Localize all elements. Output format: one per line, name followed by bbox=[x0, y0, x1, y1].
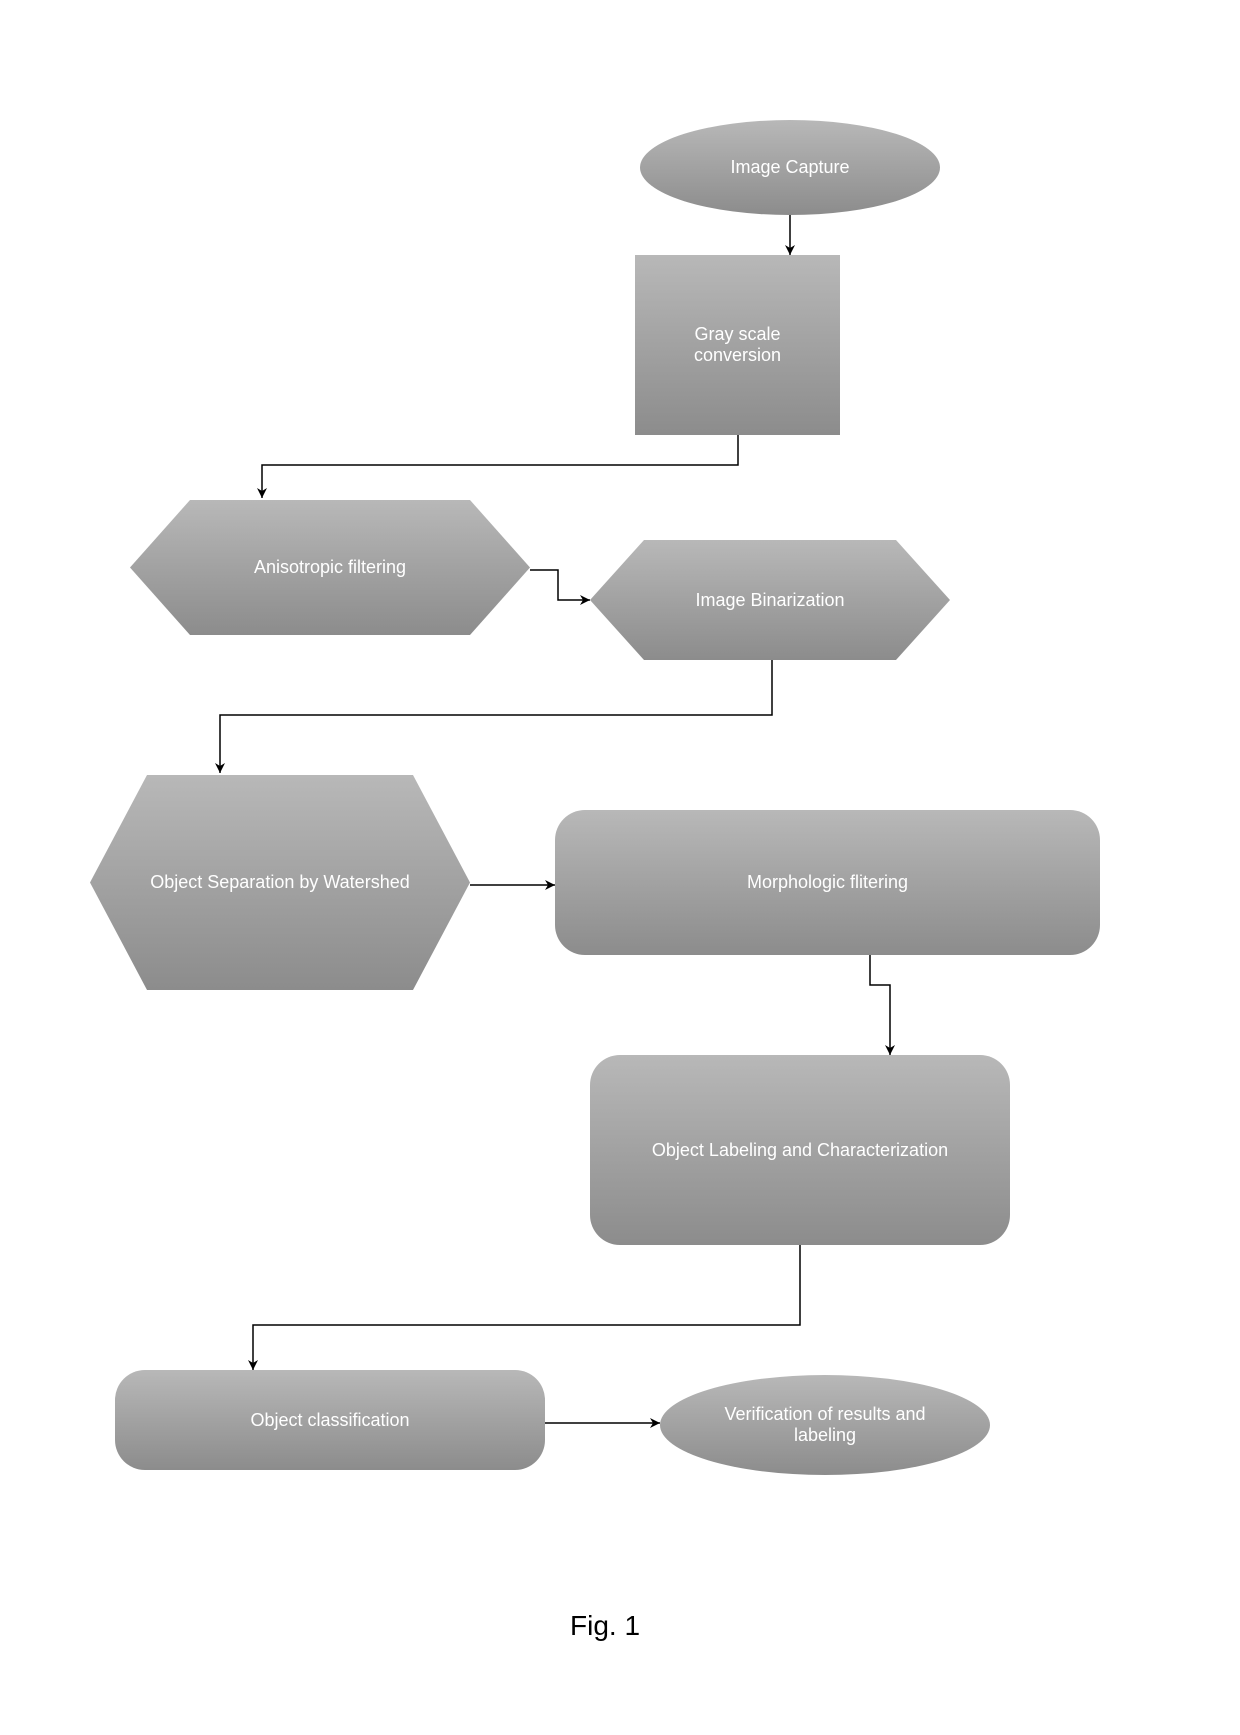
flowchart-node-n5 bbox=[90, 775, 470, 990]
flowchart-node-n6 bbox=[555, 810, 1100, 955]
flowchart-node-n7 bbox=[590, 1055, 1010, 1245]
flowchart-node-n2 bbox=[635, 255, 840, 435]
figure-caption: Fig. 1 bbox=[570, 1610, 640, 1642]
flowchart-edge bbox=[262, 435, 738, 498]
flowchart-node-n8 bbox=[115, 1370, 545, 1470]
flowchart-edge bbox=[220, 660, 772, 773]
flowchart-node-n3 bbox=[130, 500, 530, 635]
flowchart-node-n4 bbox=[590, 540, 950, 660]
flowchart-svg bbox=[0, 0, 1240, 1735]
flowchart-edge bbox=[870, 955, 890, 1055]
diagram-canvas: Image CaptureGray scale conversionAnisot… bbox=[0, 0, 1240, 1735]
flowchart-node-n1 bbox=[640, 120, 940, 215]
flowchart-node-n9 bbox=[660, 1375, 990, 1475]
flowchart-edge bbox=[530, 570, 590, 600]
flowchart-edge bbox=[253, 1245, 800, 1370]
